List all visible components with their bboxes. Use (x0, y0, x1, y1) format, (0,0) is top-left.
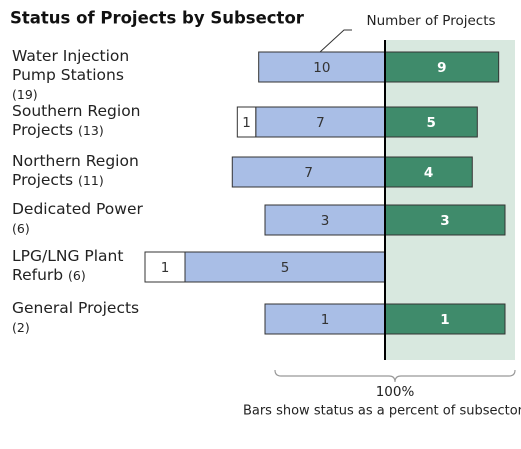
category-label: General Projects (2) (12, 299, 152, 337)
bar-value-label: 1 (161, 260, 170, 276)
category-label: Southern Region Projects (13) (12, 102, 152, 140)
bar-value-label: 5 (426, 115, 435, 131)
bar-value-label: 1 (242, 115, 251, 131)
scale-label: 100% (376, 384, 415, 400)
category-name: Northern Region Projects (12, 152, 139, 189)
bar-segment (231, 156, 386, 188)
category-label: Northern Region Projects (11) (12, 152, 152, 190)
category-total: (13) (78, 123, 104, 138)
bar-segment (264, 303, 386, 335)
bar-segment (384, 156, 473, 188)
category-name: Water Injection Pump Stations (12, 47, 130, 84)
category-label: Dedicated Power (6) (12, 200, 152, 238)
category-total: (6) (68, 268, 86, 283)
bar-value-label: 1 (321, 312, 330, 328)
leader-line (319, 29, 352, 53)
bar-value-label: 3 (440, 213, 449, 229)
scale-bracket (274, 369, 516, 383)
bar-value-label: 7 (316, 115, 325, 131)
bar-segment (384, 204, 506, 236)
category-name: Southern Region Projects (12, 102, 141, 139)
caption: Bars show status as a percent of subsect… (243, 404, 521, 419)
bar-segment (264, 204, 386, 236)
category-total: (19) (12, 87, 38, 102)
bar-value-label: 1 (440, 312, 449, 328)
bar-value-label: 10 (313, 60, 330, 76)
bar-value-label: 9 (437, 60, 446, 76)
category-name: General Projects (12, 299, 140, 317)
bar-segment (258, 51, 386, 83)
chart-title: Status of Projects by Subsector (10, 9, 305, 28)
bar-value-label: 5 (281, 260, 290, 276)
bar-segment (384, 303, 506, 335)
bar-value-label: 3 (321, 213, 330, 229)
bar-value-label: 4 (424, 165, 433, 181)
bar-segment (184, 251, 386, 283)
category-total: (2) (12, 320, 30, 335)
category-total: (11) (78, 173, 104, 188)
bar-segment (236, 106, 257, 138)
bar-segment (384, 106, 478, 138)
category-label: LPG/LNG Plant Refurb (6) (12, 247, 152, 285)
category-name: Dedicated Power (12, 200, 143, 218)
axis-label: Number of Projects (366, 13, 495, 29)
bar-value-label: 7 (304, 165, 313, 181)
bar-segment (144, 251, 186, 283)
category-label: Water Injection Pump Stations (19) (12, 47, 152, 104)
category-total: (6) (12, 221, 30, 236)
category-name: LPG/LNG Plant Refurb (12, 247, 124, 284)
